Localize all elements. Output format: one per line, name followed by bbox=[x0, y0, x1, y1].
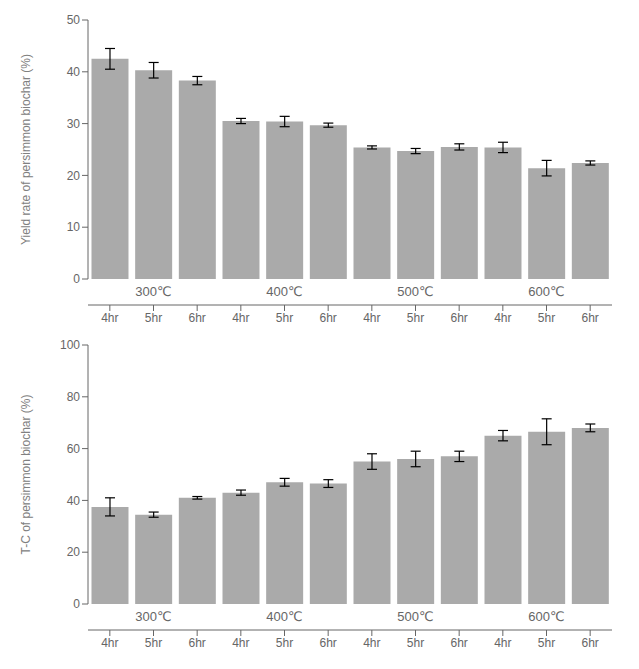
svg-text:30: 30 bbox=[67, 117, 81, 131]
svg-text:80: 80 bbox=[67, 390, 81, 404]
svg-text:60: 60 bbox=[67, 442, 81, 456]
svg-text:10: 10 bbox=[67, 220, 81, 234]
svg-text:6hr: 6hr bbox=[581, 636, 598, 650]
svg-text:4hr: 4hr bbox=[232, 311, 249, 325]
svg-text:400℃: 400℃ bbox=[266, 609, 302, 624]
svg-text:20: 20 bbox=[67, 545, 81, 559]
svg-text:4hr: 4hr bbox=[494, 311, 511, 325]
svg-text:Yield rate of persimmon biocha: Yield rate of persimmon biochar (%) bbox=[19, 54, 33, 245]
svg-text:40: 40 bbox=[67, 65, 81, 79]
svg-text:6hr: 6hr bbox=[188, 636, 205, 650]
svg-text:6hr: 6hr bbox=[188, 311, 205, 325]
svg-text:500℃: 500℃ bbox=[397, 609, 433, 624]
svg-text:50: 50 bbox=[67, 13, 81, 27]
svg-text:100: 100 bbox=[60, 338, 80, 352]
svg-text:600℃: 600℃ bbox=[528, 284, 564, 299]
svg-text:5hr: 5hr bbox=[145, 311, 162, 325]
svg-text:5hr: 5hr bbox=[145, 636, 162, 650]
svg-text:0: 0 bbox=[73, 272, 80, 286]
svg-text:5hr: 5hr bbox=[538, 636, 555, 650]
svg-text:40: 40 bbox=[67, 494, 81, 508]
svg-text:600℃: 600℃ bbox=[528, 609, 564, 624]
svg-text:4hr: 4hr bbox=[363, 311, 380, 325]
svg-text:500℃: 500℃ bbox=[397, 284, 433, 299]
svg-text:300℃: 300℃ bbox=[135, 284, 171, 299]
svg-text:4hr: 4hr bbox=[232, 636, 249, 650]
svg-text:4hr: 4hr bbox=[494, 636, 511, 650]
svg-text:4hr: 4hr bbox=[101, 311, 118, 325]
svg-text:300℃: 300℃ bbox=[135, 609, 171, 624]
svg-text:6hr: 6hr bbox=[450, 311, 467, 325]
svg-text:5hr: 5hr bbox=[407, 636, 424, 650]
svg-text:400℃: 400℃ bbox=[266, 284, 302, 299]
svg-text:5hr: 5hr bbox=[276, 311, 293, 325]
svg-text:5hr: 5hr bbox=[276, 636, 293, 650]
svg-text:20: 20 bbox=[67, 169, 81, 183]
svg-text:5hr: 5hr bbox=[407, 311, 424, 325]
svg-text:4hr: 4hr bbox=[363, 636, 380, 650]
svg-text:0: 0 bbox=[73, 597, 80, 611]
svg-text:4hr: 4hr bbox=[101, 636, 118, 650]
svg-text:T-C of persimmon biochar (%): T-C of persimmon biochar (%) bbox=[19, 394, 33, 554]
svg-text:5hr: 5hr bbox=[538, 311, 555, 325]
svg-text:6hr: 6hr bbox=[450, 636, 467, 650]
svg-text:6hr: 6hr bbox=[581, 311, 598, 325]
svg-text:6hr: 6hr bbox=[319, 636, 336, 650]
svg-text:6hr: 6hr bbox=[319, 311, 336, 325]
